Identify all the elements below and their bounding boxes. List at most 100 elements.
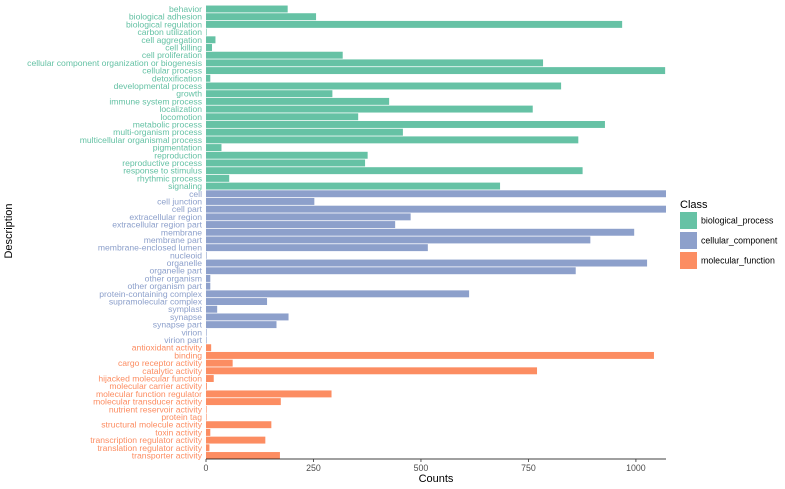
bar-membrane-enclosed-lumen: [206, 244, 428, 252]
category-label: translation regulator activity: [97, 443, 202, 453]
y-axis-title: Description: [3, 203, 15, 258]
x-axis-ticks: 0 250 500 750 1000: [204, 459, 646, 473]
category-label: protein tag: [161, 412, 202, 422]
bar-extracellular-region: [206, 213, 411, 221]
category-label: multi-organism process: [113, 127, 202, 137]
category-label: cell junction: [157, 196, 202, 206]
bar-reproductive-process: [206, 159, 366, 167]
category-label: virion part: [164, 335, 202, 345]
bar-locomotion: [206, 113, 359, 121]
bar-virion: [206, 328, 207, 336]
bar-growth: [206, 90, 333, 98]
bar-cell-aggregation: [206, 36, 216, 44]
category-label: molecular carrier activity: [109, 381, 202, 391]
category-label: molecular transducer activity: [93, 397, 203, 407]
category-label: multicellular organismal process: [80, 135, 202, 145]
bar-biological-regulation: [206, 20, 623, 28]
category-label: biological regulation: [126, 19, 202, 29]
category-label: membrane: [161, 227, 202, 237]
category-label: reproduction: [154, 150, 202, 160]
category-label: synapse: [170, 312, 202, 322]
bar-molecular-carrier-activity: [206, 382, 207, 390]
bar-cell: [206, 190, 666, 198]
category-label: growth: [176, 89, 202, 99]
bar-metabolic-process: [206, 121, 605, 128]
legend-label: cellular_component: [701, 236, 778, 246]
x-axis-title: Counts: [419, 473, 454, 485]
bar-molecular-function-regulator: [206, 390, 332, 398]
category-label: detoxification: [152, 73, 202, 83]
bar-nucleoid: [206, 251, 207, 259]
bar-reproduction: [206, 151, 368, 159]
category-label: locomotion: [160, 112, 202, 122]
bar-organelle-part: [206, 267, 576, 275]
category-label: other organism part: [127, 281, 202, 291]
category-label: localization: [159, 104, 202, 114]
bar-supramolecular-complex: [206, 298, 268, 305]
bar-behavior: [206, 5, 288, 13]
category-label: hijacked molecular function: [98, 374, 202, 384]
category-label: symplast: [168, 304, 203, 314]
bar-symplast: [206, 305, 218, 313]
bar-translation-regulator-activity: [206, 444, 210, 452]
bars-layer: [206, 5, 666, 459]
category-label: cellular process: [142, 66, 202, 76]
category-label: synapse part: [153, 320, 203, 330]
bar-biological-adhesion: [206, 13, 317, 21]
bar-multi-organism-process: [206, 128, 403, 136]
legend-swatch: [680, 252, 697, 269]
bar-response-to-stimulus: [206, 167, 583, 175]
category-label: cell part: [172, 204, 203, 214]
category-label: immune system process: [109, 96, 202, 106]
category-label: catalytic activity: [142, 366, 202, 376]
category-label: binding: [174, 350, 202, 360]
bar-rhythmic-process: [206, 174, 230, 182]
category-label: organelle part: [149, 266, 202, 276]
category-label: developmental process: [114, 81, 202, 91]
bar-cellular-component-organization-or-biogenesis: [206, 59, 544, 67]
legend: Class biological_process cellular_compone…: [680, 199, 778, 269]
bar-structural-molecule-activity: [206, 421, 272, 429]
category-label: response to stimulus: [123, 166, 202, 176]
bar-organelle: [206, 259, 648, 267]
category-label: cell killing: [165, 42, 202, 52]
category-label: pigmentation: [153, 143, 202, 153]
legend-swatch: [680, 232, 697, 249]
category-label: carbon utilization: [138, 27, 203, 37]
category-label: virion: [181, 327, 202, 337]
category-label: antioxidant activity: [132, 343, 203, 353]
bar-carbon-utilization: [206, 28, 207, 36]
category-label: extracellular region part: [112, 220, 202, 230]
bar-synapse: [206, 313, 289, 321]
bar-cell-junction: [206, 197, 315, 205]
bar-binding: [206, 351, 654, 359]
category-label: nucleoid: [170, 250, 202, 260]
category-label: organelle: [167, 258, 203, 268]
bar-cargo-receptor-activity: [206, 359, 233, 367]
category-label: reproductive process: [122, 158, 202, 168]
legend-label: molecular_function: [701, 256, 775, 266]
category-label: toxin activity: [155, 427, 203, 437]
x-tick-label: 0: [204, 463, 209, 473]
bar-extracellular-region-part: [206, 221, 396, 229]
bar-virion-part: [206, 336, 207, 344]
bar-other-organism-part: [206, 282, 211, 290]
x-tick-label: 1000: [626, 463, 646, 473]
bar-hijacked-molecular-function: [206, 375, 214, 382]
bar-membrane-part: [206, 236, 591, 244]
bar-detoxification: [206, 74, 211, 82]
bar-nutrient-reservoir-activity: [206, 405, 207, 413]
category-label: cell aggregation: [141, 35, 202, 45]
bar-localization: [206, 105, 533, 113]
bar-cell-killing: [206, 44, 213, 51]
bar-synapse-part: [206, 321, 277, 329]
bar-transcription-regulator-activity: [206, 436, 266, 444]
bar-cellular-process: [206, 67, 666, 75]
category-label: metabolic process: [133, 119, 202, 129]
category-label: protein-containing complex: [99, 289, 202, 299]
bar-antioxidant-activity: [206, 344, 212, 352]
bar-cell-part: [206, 205, 666, 213]
category-label: transporter activity: [132, 451, 203, 461]
